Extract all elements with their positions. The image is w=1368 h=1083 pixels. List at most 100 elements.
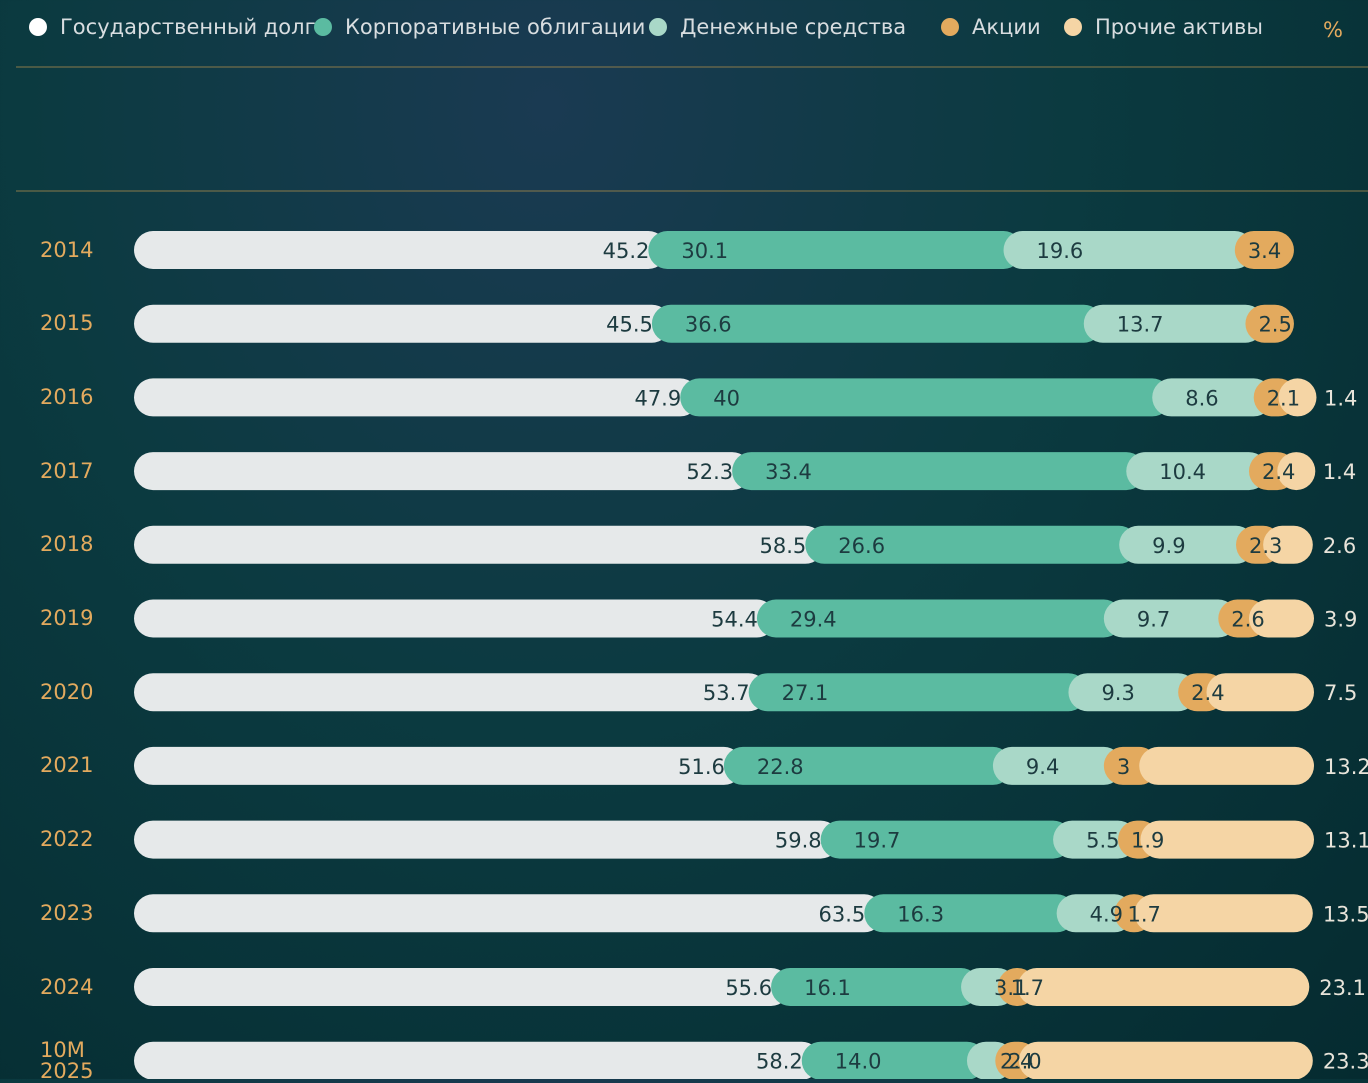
value-label: 1.7	[1127, 902, 1160, 926]
value-label: 53.7	[703, 681, 750, 705]
value-label: 13.2	[1324, 755, 1368, 779]
bar-segment	[805, 525, 1139, 564]
bar-segment	[648, 231, 1023, 269]
value-label: 3	[1117, 755, 1130, 779]
value-label: 2.4	[1191, 681, 1224, 705]
value-label: 52.3	[686, 460, 733, 484]
value-label: 19.6	[1037, 239, 1084, 263]
value-label: 1.9	[1131, 829, 1164, 853]
bar-segment	[134, 525, 825, 564]
value-label: 13.5	[1323, 902, 1368, 926]
legend-marker	[314, 18, 332, 36]
value-label: 54.4	[711, 608, 758, 632]
bar-segment	[1206, 673, 1314, 712]
value-label: 2.3	[1249, 534, 1282, 558]
value-label: 9.9	[1152, 534, 1185, 558]
value-label: 1.7	[1011, 976, 1044, 1000]
bar-segment	[820, 820, 1073, 859]
bar-segment	[748, 673, 1088, 712]
bar-segment	[134, 1041, 821, 1079]
value-label: 8.6	[1185, 386, 1218, 410]
value-label: 2.5	[1258, 313, 1291, 337]
value-label: 29.4	[790, 608, 837, 632]
category-label: 2021	[40, 753, 94, 778]
legend-marker	[649, 18, 667, 36]
bar-segment	[134, 746, 743, 785]
bar-segment	[134, 894, 884, 933]
category-label: 2022	[40, 827, 94, 852]
category-label: 2023	[40, 900, 94, 925]
value-label: 58.5	[760, 534, 807, 558]
bar-segment	[134, 599, 776, 638]
bar-segment	[1056, 894, 1134, 933]
value-label: 2.6	[1323, 534, 1356, 558]
value-label: 47.9	[634, 386, 681, 410]
bar-segment	[134, 378, 700, 417]
value-label: 1.4	[1323, 460, 1356, 484]
value-label: 9.3	[1101, 681, 1134, 705]
category-label: 2014	[40, 237, 94, 262]
value-label: 4.9	[1090, 902, 1123, 926]
legend-label: Государственный долг	[60, 15, 316, 39]
value-label: 36.6	[685, 313, 732, 337]
legend-marker	[941, 18, 959, 36]
value-label: 58.2	[756, 1050, 803, 1074]
bar-segment	[1134, 894, 1313, 933]
value-label: 40	[713, 386, 740, 410]
value-label: 2.4	[1262, 460, 1295, 484]
bar-segment	[1139, 746, 1314, 785]
value-label: 2.1	[1267, 386, 1300, 410]
value-label: 7.5	[1324, 681, 1357, 705]
bar-segment	[1018, 1041, 1313, 1079]
legend-marker	[1064, 18, 1082, 36]
bar-segment	[1245, 304, 1294, 343]
category-label: 2018	[40, 532, 94, 557]
value-label: 26.6	[838, 534, 885, 558]
value-label: 2.4	[1000, 1050, 1033, 1074]
value-label: 51.6	[678, 755, 725, 779]
value-label: 5.5	[1086, 829, 1119, 853]
category-label: 10M 2025	[40, 1037, 94, 1083]
legend-label: Акции	[972, 15, 1041, 39]
bar-segment	[134, 452, 752, 491]
value-label: 2.6	[1231, 608, 1264, 632]
value-label: 1.4	[1324, 386, 1357, 410]
value-label: 14.0	[835, 1050, 882, 1074]
bar-segment	[756, 599, 1123, 638]
category-label: 2019	[40, 606, 94, 630]
bar-segment	[1140, 820, 1314, 859]
bar-segment	[1126, 452, 1268, 491]
value-label: 63.5	[819, 902, 866, 926]
bar-segment	[651, 304, 1103, 343]
bar-segment	[1119, 525, 1255, 564]
bar-segment	[1278, 378, 1317, 417]
value-label: 13.1	[1324, 829, 1368, 853]
legend-label: Прочие активы	[1095, 15, 1263, 39]
value-label: 22.8	[757, 755, 804, 779]
category-label: 2015	[40, 311, 94, 336]
value-label: 30.1	[681, 239, 728, 263]
bar-segment	[723, 746, 1012, 785]
bar-segment	[134, 968, 791, 1006]
value-label: 59.8	[775, 829, 822, 853]
value-label: 45.2	[603, 239, 650, 263]
bar-segment	[134, 304, 671, 343]
value-label: 27.1	[782, 681, 829, 705]
bar-segment	[134, 820, 840, 859]
bar-segment	[680, 378, 1172, 417]
bar-segment	[1017, 968, 1310, 1006]
value-label: 3.4	[1248, 239, 1281, 263]
bar-segment	[1277, 452, 1316, 491]
category-label: 2020	[40, 679, 94, 704]
bar-segment	[1234, 231, 1294, 269]
bar-segment	[864, 894, 1076, 933]
bar-segment	[1248, 599, 1314, 638]
value-label: 10.4	[1159, 460, 1206, 484]
legend-label: Корпоративные облигации	[345, 15, 645, 39]
category-label: 2024	[40, 974, 94, 999]
bar-segment	[1053, 820, 1137, 859]
value-label: 23.3	[1323, 1050, 1368, 1074]
bar-segment	[1263, 525, 1313, 564]
